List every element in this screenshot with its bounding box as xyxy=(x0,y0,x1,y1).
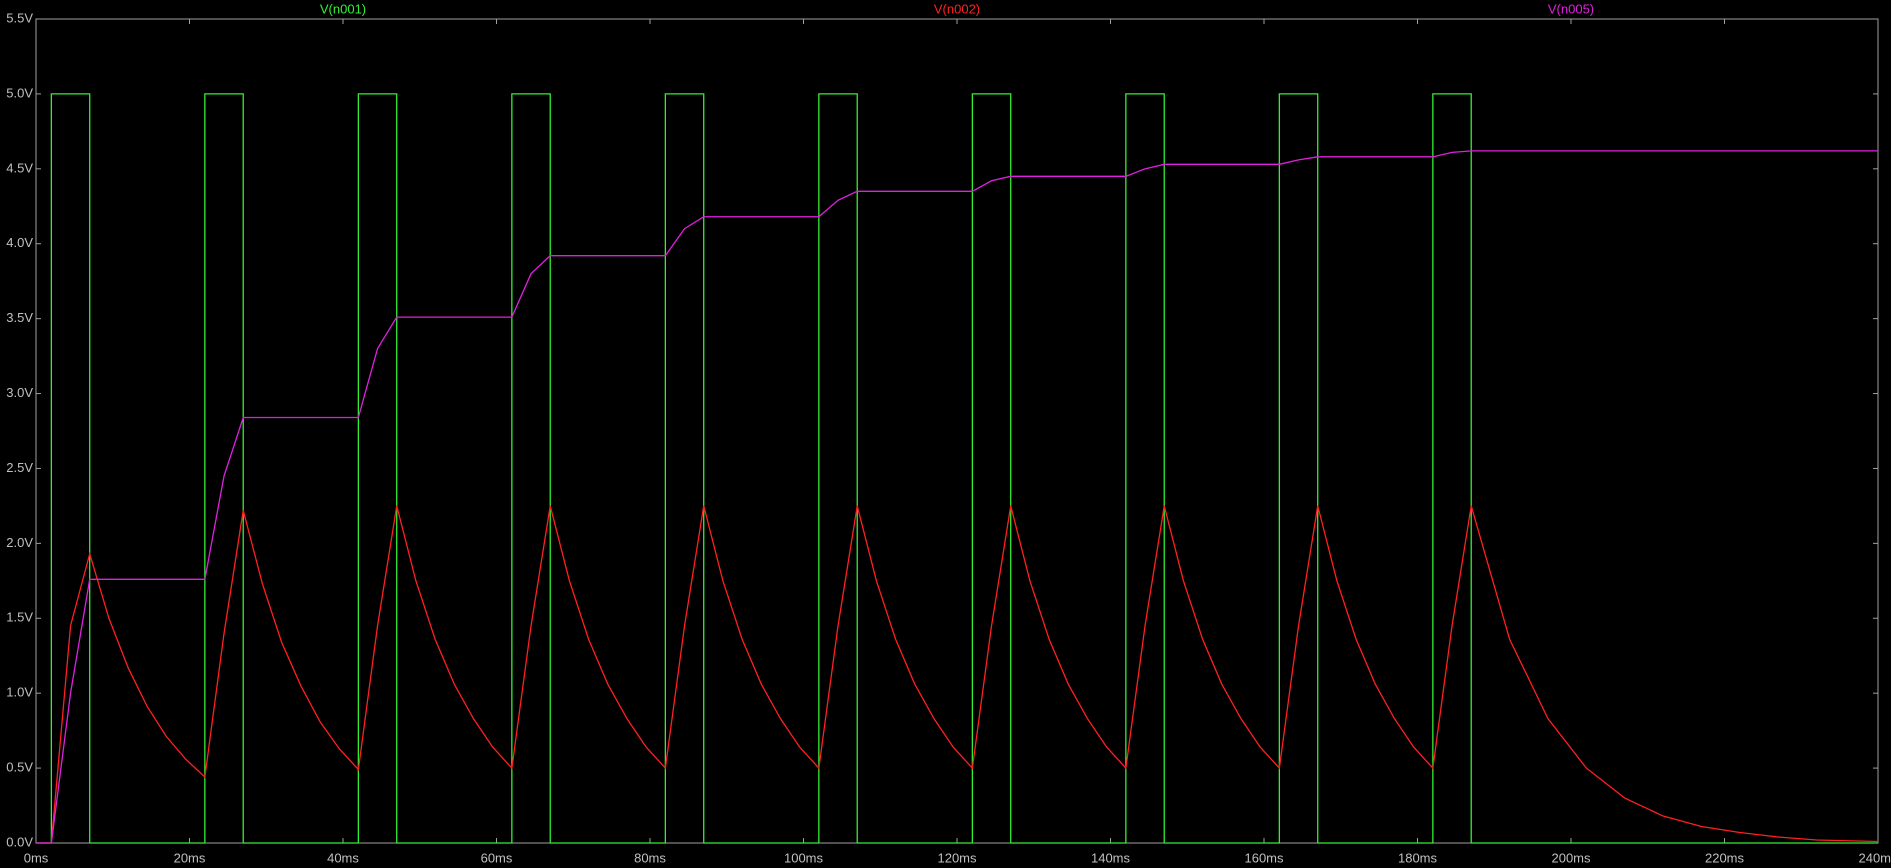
x-tick-label: 200ms xyxy=(1551,850,1591,865)
x-tick-label: 80ms xyxy=(634,850,666,865)
x-tick-label: 240ms xyxy=(1858,850,1891,865)
y-tick-label: 4.0V xyxy=(6,235,33,250)
y-tick-label: 1.5V xyxy=(6,610,33,625)
x-tick-label: 20ms xyxy=(174,850,206,865)
series-line xyxy=(36,150,1878,844)
y-tick-label: 0.0V xyxy=(6,834,33,849)
x-tick-label: 160ms xyxy=(1244,850,1284,865)
y-tick-label: 5.5V xyxy=(6,10,33,25)
y-tick-label: 0.5V xyxy=(6,760,33,775)
series-line xyxy=(36,505,1879,844)
y-tick-label: 3.0V xyxy=(6,385,33,400)
x-tick-label: 120ms xyxy=(937,850,977,865)
legend-label: V(n001) xyxy=(320,1,366,16)
x-tick-label: 0ms xyxy=(24,850,49,865)
x-tick-label: 100ms xyxy=(784,850,824,865)
y-tick-label: 1.0V xyxy=(6,685,33,700)
y-tick-label: 2.0V xyxy=(6,535,33,550)
x-tick-label: 60ms xyxy=(481,850,513,865)
x-tick-label: 40ms xyxy=(327,850,359,865)
legend-label: V(n005) xyxy=(1548,1,1594,16)
legend-label: V(n002) xyxy=(934,1,980,16)
y-tick-label: 2.5V xyxy=(6,460,33,475)
x-tick-label: 220ms xyxy=(1705,850,1745,865)
y-tick-label: 3.5V xyxy=(6,310,33,325)
series-line xyxy=(36,93,1878,844)
y-tick-label: 4.5V xyxy=(6,160,33,175)
y-tick-label: 5.0V xyxy=(6,85,33,100)
x-tick-label: 140ms xyxy=(1091,850,1131,865)
x-tick-label: 180ms xyxy=(1398,850,1438,865)
